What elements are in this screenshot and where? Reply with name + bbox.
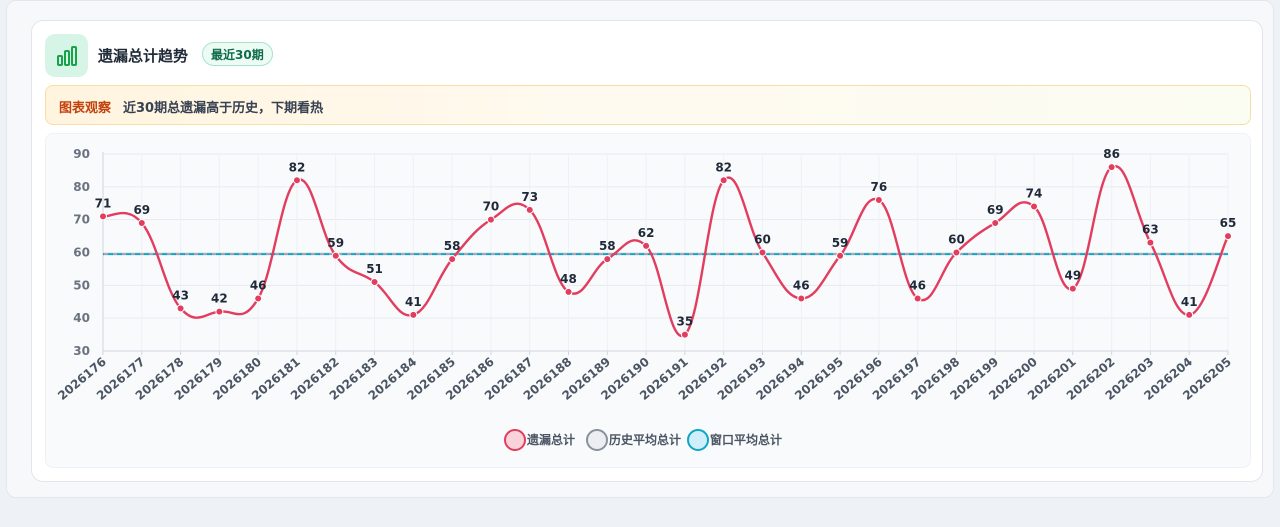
y-tick-label: 40 bbox=[73, 311, 90, 325]
legend-swatch[interactable] bbox=[586, 429, 608, 451]
data-label: 60 bbox=[754, 233, 771, 247]
data-point[interactable] bbox=[991, 218, 1000, 227]
legend-label[interactable]: 遗漏总计 bbox=[526, 432, 575, 447]
data-label: 63 bbox=[1142, 223, 1159, 237]
data-point[interactable] bbox=[331, 251, 340, 260]
data-point[interactable] bbox=[1107, 163, 1116, 172]
data-point[interactable] bbox=[370, 278, 379, 287]
y-tick-label: 80 bbox=[73, 180, 90, 194]
data-point[interactable] bbox=[680, 330, 689, 339]
observation-banner: 图表观察 近30期总遗漏高于历史，下期看热 bbox=[45, 85, 1251, 125]
legend-swatch[interactable] bbox=[687, 429, 709, 451]
chart-panel: 30 40 50 60 70 80 90 2026176 2026177 2026178 20261… bbox=[45, 133, 1251, 468]
data-point[interactable] bbox=[99, 212, 107, 221]
data-point[interactable] bbox=[1185, 310, 1194, 319]
period-badge: 最近30期 bbox=[202, 42, 273, 66]
data-point[interactable] bbox=[1224, 232, 1232, 241]
card-title: 遗漏总计趋势 bbox=[98, 47, 189, 65]
y-tick-label: 90 bbox=[73, 147, 90, 161]
data-point[interactable] bbox=[1146, 238, 1155, 247]
data-point[interactable] bbox=[952, 248, 961, 257]
data-label: 69 bbox=[987, 203, 1004, 217]
data-point[interactable] bbox=[564, 287, 573, 296]
data-point[interactable] bbox=[176, 304, 185, 313]
data-point[interactable] bbox=[913, 294, 922, 303]
legend-label[interactable]: 窗口平均总计 bbox=[710, 432, 782, 447]
data-point[interactable] bbox=[797, 294, 806, 303]
data-label: 41 bbox=[405, 295, 422, 309]
data-point[interactable] bbox=[874, 195, 883, 204]
data-label: 71 bbox=[95, 196, 112, 210]
data-point[interactable] bbox=[1030, 202, 1039, 211]
data-label: 59 bbox=[832, 236, 849, 250]
data-point[interactable] bbox=[215, 307, 224, 316]
data-label: 73 bbox=[521, 190, 538, 204]
data-point[interactable] bbox=[448, 255, 457, 264]
data-label: 60 bbox=[948, 233, 965, 247]
observation-text: 近30期总遗漏高于历史，下期看热 bbox=[123, 101, 324, 116]
legend-label[interactable]: 历史平均总计 bbox=[609, 432, 681, 447]
legend-swatch[interactable] bbox=[504, 429, 526, 451]
data-label: 59 bbox=[327, 236, 344, 250]
data-label: 49 bbox=[1064, 269, 1081, 283]
data-label: 69 bbox=[133, 203, 150, 217]
data-point[interactable] bbox=[836, 251, 845, 260]
data-label: 48 bbox=[560, 272, 577, 286]
data-label: 74 bbox=[1026, 187, 1043, 201]
data-point[interactable] bbox=[525, 205, 534, 214]
data-label: 65 bbox=[1220, 216, 1237, 230]
data-label: 76 bbox=[871, 180, 888, 194]
data-point[interactable] bbox=[758, 248, 767, 257]
data-label: 43 bbox=[172, 288, 189, 302]
data-label: 82 bbox=[289, 160, 306, 174]
data-label: 46 bbox=[250, 278, 267, 292]
data-point[interactable] bbox=[642, 241, 651, 250]
data-label: 46 bbox=[909, 278, 926, 292]
y-tick-label: 60 bbox=[73, 246, 90, 260]
data-label: 46 bbox=[793, 278, 810, 292]
y-tick-label: 30 bbox=[73, 344, 90, 358]
data-label: 42 bbox=[211, 292, 228, 306]
data-label: 86 bbox=[1103, 147, 1120, 161]
data-label: 70 bbox=[483, 200, 500, 214]
line-chart: 3040506070809020261762026177202617820261… bbox=[55, 147, 1237, 451]
data-point[interactable] bbox=[719, 176, 728, 185]
data-label: 62 bbox=[638, 226, 655, 240]
data-label: 35 bbox=[677, 315, 694, 329]
observation-tag: 图表观察 bbox=[59, 101, 112, 116]
data-point[interactable] bbox=[1068, 284, 1077, 293]
series-line-main bbox=[102, 164, 1230, 338]
y-tick-label: 50 bbox=[73, 278, 90, 292]
data-point[interactable] bbox=[409, 310, 418, 319]
data-point[interactable] bbox=[254, 294, 263, 303]
bar-chart-icon bbox=[45, 34, 88, 77]
data-label: 58 bbox=[444, 239, 461, 253]
data-label: 51 bbox=[366, 262, 383, 276]
data-point[interactable] bbox=[292, 176, 301, 185]
y-tick-label: 70 bbox=[73, 213, 90, 227]
data-label: 58 bbox=[599, 239, 616, 253]
data-point[interactable] bbox=[137, 218, 146, 227]
data-point[interactable] bbox=[486, 215, 495, 224]
chart-card: 遗漏总计趋势 最近30期 图表观察 近30期总遗漏高于历史，下期看热 30 40 5… bbox=[31, 20, 1263, 482]
page-background: 遗漏总计趋势 最近30期 图表观察 近30期总遗漏高于历史，下期看热 30 40 5… bbox=[6, 0, 1274, 498]
data-point[interactable] bbox=[603, 255, 612, 264]
data-label: 41 bbox=[1181, 295, 1198, 309]
data-label: 82 bbox=[715, 160, 732, 174]
